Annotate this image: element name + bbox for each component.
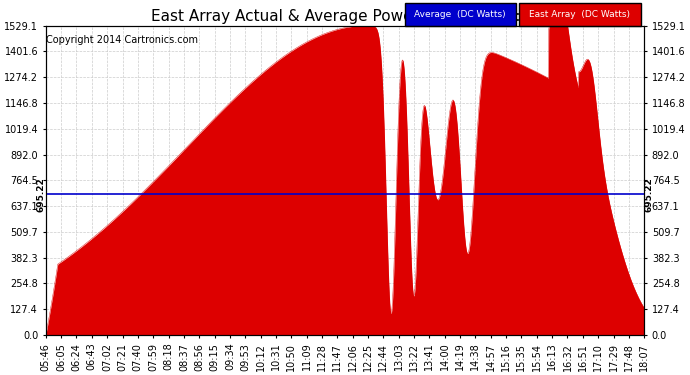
FancyBboxPatch shape	[405, 3, 515, 26]
Text: Copyright 2014 Cartronics.com: Copyright 2014 Cartronics.com	[46, 35, 199, 45]
Text: 695.22: 695.22	[644, 177, 654, 212]
Text: Average  (DC Watts): Average (DC Watts)	[415, 10, 506, 19]
Text: 695.22: 695.22	[36, 177, 46, 212]
FancyBboxPatch shape	[518, 3, 641, 26]
Title: East Array Actual & Average Power Fri Aug 1 18:11: East Array Actual & Average Power Fri Au…	[150, 9, 540, 24]
Text: East Array  (DC Watts): East Array (DC Watts)	[529, 10, 631, 19]
